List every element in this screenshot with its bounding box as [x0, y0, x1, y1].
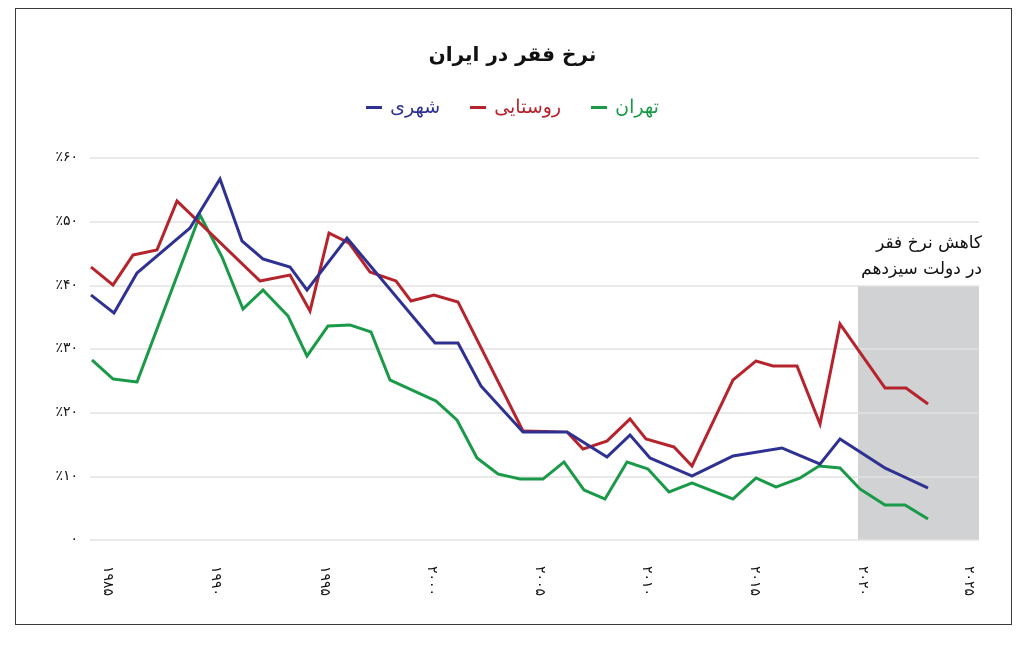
legend-item-tehran: تهران	[591, 96, 659, 118]
chart-title: نرخ فقر در ایران	[428, 42, 597, 66]
y-tick-10: ٪۱۰	[55, 468, 78, 484]
legend-label-urban: شهری	[390, 96, 441, 118]
chart-frame	[15, 8, 1012, 625]
legend-label-rural: روستایی	[494, 96, 562, 118]
legend-label-tehran: تهران	[615, 96, 659, 118]
legend-swatch-tehran	[591, 105, 608, 109]
x-tick-2000: ۲۰۰۰	[424, 566, 440, 597]
series-line-rural	[90, 198, 929, 469]
x-tick-2015: ۲۰۱۵	[747, 566, 763, 597]
series-line-urban	[90, 175, 929, 490]
annotation-line-1: کاهش نرخ فقر	[876, 233, 982, 253]
series-line-tehran	[90, 211, 929, 521]
y-tick-50: ٪۵۰	[55, 213, 78, 229]
x-tick-2025: ۲۰۲۵	[961, 566, 977, 597]
legend-item-rural: روستایی	[470, 96, 561, 118]
x-tick-1995: ۱۹۹۵	[317, 566, 333, 597]
x-tick-1985: ۱۹۸۵	[100, 566, 116, 597]
legend-swatch-urban	[366, 105, 383, 109]
y-tick-20: ٪۲۰	[55, 404, 78, 420]
annotation: کاهش نرخ فقر در دولت سیزدهم	[846, 230, 982, 282]
legend: تهران روستایی شهری	[0, 96, 1025, 118]
x-tick-2005: ۲۰۰۵	[532, 566, 548, 597]
annotation-line-2: در دولت سیزدهم	[861, 259, 982, 279]
x-tick-2010: ۲۰۱۰	[639, 566, 655, 597]
y-tick-40: ٪۴۰	[55, 277, 78, 293]
y-tick-30: ٪۳۰	[55, 340, 78, 356]
gridlines	[90, 157, 979, 541]
legend-swatch-rural	[470, 105, 487, 109]
y-tick-0: ۰	[70, 531, 78, 547]
x-tick-2020: ۲۰۲۰	[855, 566, 871, 597]
legend-item-urban: شهری	[366, 96, 440, 118]
x-tick-1990: ۱۹۹۰	[208, 566, 224, 597]
y-tick-60: ٪۶۰	[55, 149, 78, 165]
